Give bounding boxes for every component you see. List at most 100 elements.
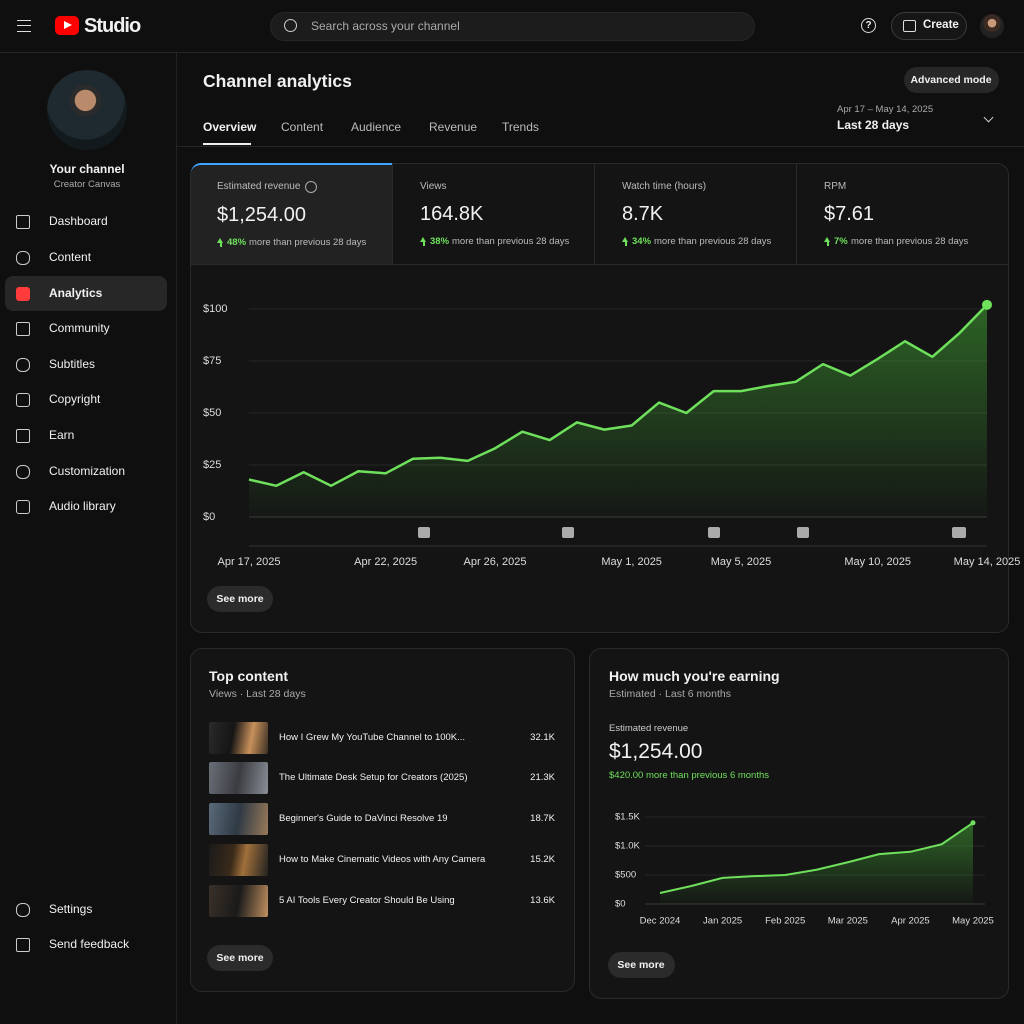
see-more-label[interactable]: See more	[617, 958, 665, 971]
video-views: 32.1K	[530, 732, 555, 744]
metric-sep	[796, 164, 797, 264]
up-arrow	[420, 237, 426, 242]
metric-label: Views	[420, 181, 447, 192]
advanced-button[interactable]	[904, 67, 999, 93]
metric-change-text: more than previous 28 days	[249, 237, 367, 249]
video-title[interactable]: How to Make Cinematic Videos with Any Ca…	[279, 854, 486, 866]
nav-icon	[16, 903, 30, 917]
video-title[interactable]: 5 AI Tools Every Creator Should Be Using	[279, 895, 455, 907]
search-box[interactable]	[270, 12, 755, 41]
nav-item[interactable]: Subtitles	[49, 356, 96, 371]
info-icon[interactable]	[305, 181, 317, 193]
help-button[interactable]: ?	[861, 18, 876, 33]
up-arrow	[622, 237, 628, 242]
search-placeholder[interactable]: Search across your channel	[311, 18, 460, 33]
up-arrow-stem	[422, 241, 425, 246]
header-divider	[0, 52, 1024, 53]
thumbnail[interactable]	[209, 722, 268, 754]
revenue-value: $1,254.00	[609, 740, 703, 764]
metric-value: $1,254.00	[217, 204, 306, 226]
video-views: 18.7K	[530, 813, 555, 825]
metric-change: 48%	[227, 237, 247, 249]
tab[interactable]: Overview	[203, 119, 257, 134]
nav-item[interactable]: Settings	[49, 901, 93, 916]
nav-icon	[16, 322, 30, 336]
date-range: Apr 17 – May 14, 2025	[837, 104, 934, 116]
nav-icon	[16, 215, 30, 229]
video-title[interactable]: The Ultimate Desk Setup for Creators (20…	[279, 772, 468, 784]
card-title: Top content	[209, 667, 289, 684]
thumbnail[interactable]	[209, 885, 268, 917]
nav-item[interactable]: Earn	[49, 427, 75, 442]
earnings-card	[589, 648, 1009, 999]
tab[interactable]: Content	[281, 119, 324, 134]
date-period[interactable]: Last 28 days	[837, 117, 910, 132]
thumbnail[interactable]	[209, 803, 268, 835]
card-subtitle: Views · Last 28 days	[209, 687, 306, 700]
channel-avatar	[47, 70, 127, 150]
channel-handle: Creator Canvas	[53, 179, 121, 191]
user-avatar[interactable]	[980, 14, 1004, 38]
x-tick-label: May 10, 2025	[844, 556, 911, 568]
y-tick-label: $75	[203, 355, 221, 367]
create-label[interactable]: Create	[923, 19, 959, 32]
up-arrow-stem	[826, 241, 829, 246]
video-views: 13.6K	[530, 895, 555, 907]
video-title[interactable]: How I Grew My YouTube Channel to 100K...	[279, 732, 466, 744]
metric-label: RPM	[824, 181, 847, 192]
y-tick-label: $1.0K	[615, 841, 640, 852]
page-title: Channel analytics	[203, 70, 352, 91]
line	[248, 303, 988, 488]
metric-change: 7%	[834, 236, 848, 248]
nav-icon	[16, 393, 30, 407]
x-tick-label: May 1, 2025	[601, 556, 662, 568]
metric-change-text: more than previous 28 days	[654, 236, 772, 248]
video-views: 15.2K	[530, 854, 555, 866]
selected-metric[interactable]	[191, 163, 392, 264]
video-title[interactable]: Beginner's Guide to DaVinci Resolve 19	[279, 813, 448, 825]
see-more-label[interactable]: See more	[216, 592, 264, 605]
see-more-button[interactable]	[207, 945, 273, 971]
nav-item[interactable]: Community	[49, 320, 110, 335]
video-views: 21.3K	[530, 772, 555, 784]
nav-item[interactable]: Copyright	[49, 391, 101, 406]
metric-sep	[392, 164, 393, 264]
metric-value: $7.61	[824, 203, 875, 225]
logo-icon[interactable]	[55, 16, 79, 35]
tab[interactable]: Audience	[351, 119, 402, 134]
nav-item[interactable]: Send feedback	[49, 936, 130, 951]
active-nav-bg	[5, 276, 167, 311]
y-tick-label: $500	[615, 870, 636, 881]
logo-text: Studio	[84, 15, 141, 37]
tab-underline	[203, 143, 251, 145]
thumbnail[interactable]	[209, 844, 268, 876]
y-tick-label: $0	[615, 899, 626, 910]
y-tick-label: $0	[203, 511, 215, 523]
advanced-label[interactable]: Advanced mode	[910, 73, 992, 86]
metric-label: Estimated revenue	[217, 181, 301, 192]
nav-icon	[16, 251, 30, 265]
tab[interactable]: Trends	[502, 119, 539, 134]
x-tick-label: Apr 26, 2025	[464, 556, 527, 568]
up-arrow	[217, 238, 223, 243]
tabs-divider	[177, 146, 1024, 147]
see-more-label[interactable]: See more	[216, 951, 264, 964]
metric-sep	[594, 164, 595, 264]
metric-change-text: more than previous 28 days	[851, 236, 969, 248]
nav-icon	[16, 938, 30, 952]
menu-button[interactable]	[17, 20, 31, 32]
nav-item[interactable]: Audio library	[49, 498, 116, 513]
nav-item[interactable]: Dashboard	[49, 213, 108, 228]
nav-item[interactable]: Content	[49, 249, 92, 264]
create-button[interactable]	[891, 12, 967, 40]
line	[659, 821, 974, 894]
thumbnail[interactable]	[209, 762, 268, 794]
nav-item[interactable]: Analytics	[49, 285, 103, 300]
nav-item[interactable]: Customization	[49, 463, 126, 478]
see-more-button[interactable]	[207, 586, 273, 612]
revenue-label: Estimated revenue	[609, 723, 689, 735]
see-more-button[interactable]	[608, 952, 675, 978]
end-point	[970, 820, 976, 826]
tab[interactable]: Revenue	[429, 119, 478, 134]
